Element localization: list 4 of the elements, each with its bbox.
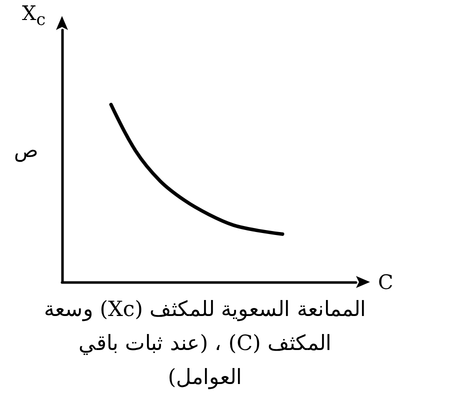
text: ص <box>14 138 38 162</box>
y-axis-title: X$_{c}$ <box>22 0 46 31</box>
x-axis-title: C <box>378 270 394 294</box>
text: الممانعة السعوية للمكثف (Xc) وسعة المكثف (C) ، (عند ثبات باقي العوامل) <box>43 296 367 392</box>
